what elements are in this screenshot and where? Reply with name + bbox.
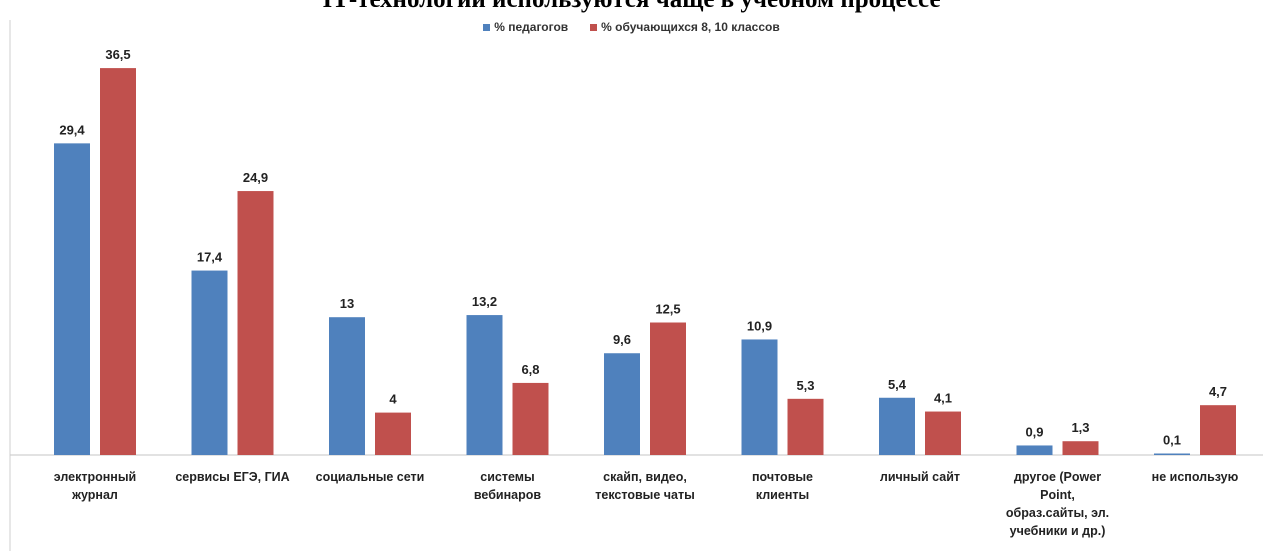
bar-students-4	[650, 322, 686, 455]
bar-teachers-8	[1154, 453, 1190, 455]
bar-students-8	[1200, 405, 1236, 455]
data-label-teachers-6: 5,4	[888, 377, 907, 392]
data-label-students-2: 4	[389, 392, 397, 407]
data-label-teachers-3: 13,2	[472, 294, 497, 309]
category-label-5-line-1: клиенты	[756, 488, 809, 502]
category-label-5: почтовые	[752, 470, 813, 484]
category-label-6: личный сайт	[880, 470, 960, 484]
category-label-4-line-1: текстовые чаты	[595, 488, 695, 502]
data-label-teachers-1: 17,4	[197, 250, 223, 265]
chart-title: ІТ-технологии используются чаще в учебно…	[0, 0, 1263, 14]
category-label-1: сервисы ЕГЭ, ГИА	[175, 470, 289, 484]
data-label-students-6: 4,1	[934, 391, 952, 406]
category-label-7-line-3: учебники и др.)	[1010, 524, 1106, 538]
legend-item-students: % обучающихся 8, 10 классов	[590, 20, 780, 34]
category-label-8: не использую	[1152, 470, 1239, 484]
bar-students-0	[100, 68, 136, 455]
bar-students-5	[787, 398, 824, 455]
data-label-students-0: 36,5	[105, 47, 130, 62]
legend-label-teachers: % педагогов	[494, 20, 569, 34]
bar-students-3	[512, 382, 549, 455]
bar-students-2	[375, 412, 411, 455]
data-label-teachers-4: 9,6	[613, 332, 631, 347]
data-label-students-1: 24,9	[243, 170, 268, 185]
data-label-teachers-8: 0,1	[1163, 433, 1181, 448]
category-label-4: скайп, видео,	[603, 470, 687, 484]
bar-teachers-1	[191, 270, 228, 455]
category-label-3: системы	[480, 470, 534, 484]
chart-legend: % педагогов % обучающихся 8, 10 классов	[0, 20, 1263, 34]
category-label-7: другое (Power	[1014, 470, 1101, 484]
legend-swatch-teachers	[483, 23, 491, 31]
category-label-7-line-1: Point,	[1040, 488, 1075, 502]
category-label-0-line-1: журнал	[71, 488, 118, 502]
legend-label-students: % обучающихся 8, 10 классов	[601, 20, 780, 34]
bar-students-1	[237, 191, 274, 455]
bar-students-6	[925, 411, 961, 455]
data-label-students-8: 4,7	[1209, 384, 1227, 399]
bar-teachers-3	[466, 315, 503, 455]
data-label-teachers-2: 13	[340, 296, 354, 311]
data-label-teachers-7: 0,9	[1025, 424, 1043, 439]
legend-item-teachers: % педагогов	[483, 20, 568, 34]
category-label-7-line-2: образ.сайты, эл.	[1006, 506, 1109, 520]
bar-students-7	[1062, 441, 1099, 455]
bar-teachers-4	[604, 353, 640, 455]
bar-teachers-0	[54, 143, 90, 456]
data-label-students-3: 6,8	[521, 362, 539, 377]
data-label-students-5: 5,3	[796, 378, 814, 393]
bar-teachers-2	[329, 317, 365, 455]
bar-teachers-7	[1016, 445, 1053, 455]
category-label-2: социальные сети	[316, 470, 425, 484]
data-label-teachers-0: 29,4	[59, 122, 85, 137]
category-label-0: электронный	[54, 470, 136, 484]
data-label-students-7: 1,3	[1071, 420, 1089, 435]
legend-swatch-students	[590, 23, 598, 31]
bar-teachers-6	[879, 397, 915, 455]
bar-teachers-5	[741, 339, 778, 455]
data-label-students-4: 12,5	[655, 302, 680, 317]
data-label-teachers-5: 10,9	[747, 318, 772, 333]
category-label-3-line-1: вебинаров	[474, 488, 541, 502]
